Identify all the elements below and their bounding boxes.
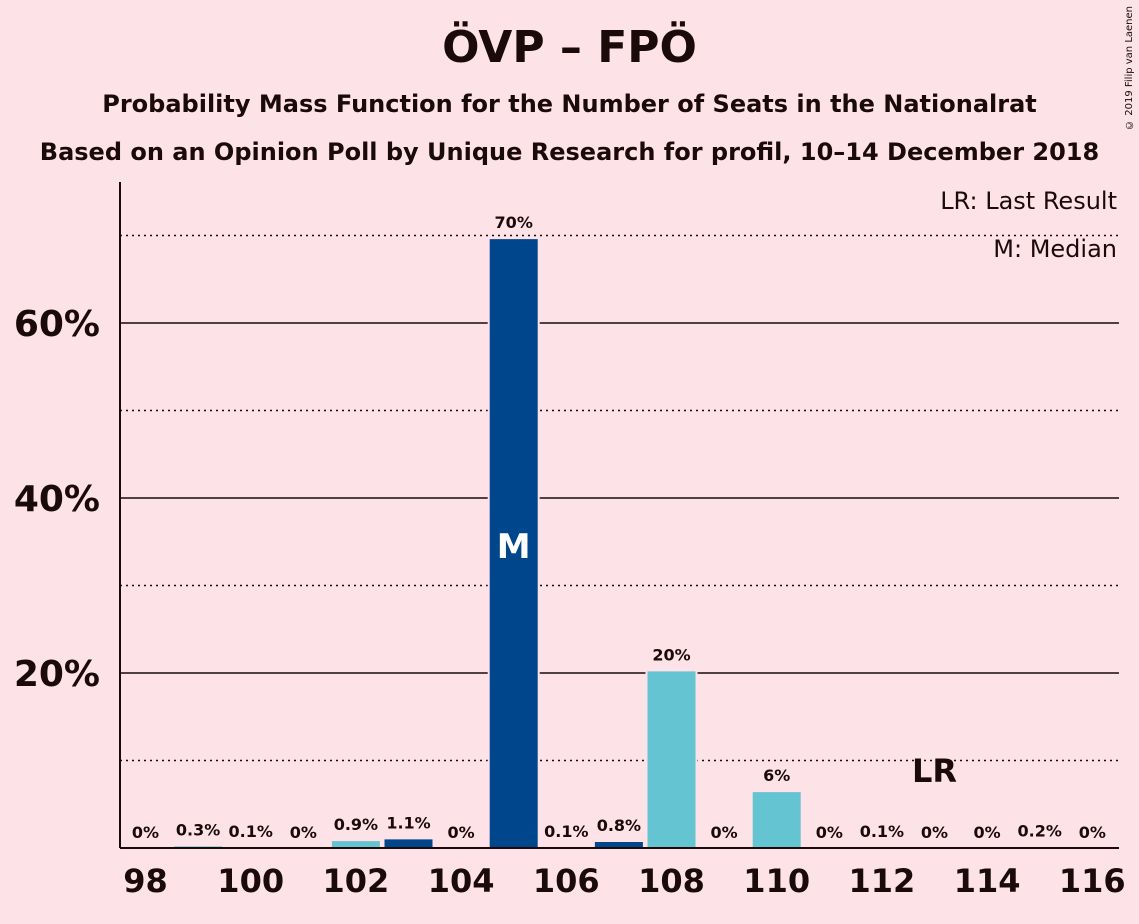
bar-value-label: 0% — [711, 823, 738, 842]
bar-value-label: 0% — [132, 823, 159, 842]
x-tick-label: 110 — [743, 862, 810, 900]
bar-value-label: 0% — [921, 823, 948, 842]
legend-last-result: LR: Last Result — [940, 187, 1117, 215]
x-tick-label: 106 — [533, 862, 600, 900]
bar-value-label: 0.2% — [1018, 821, 1062, 840]
x-tick-label: 102 — [323, 862, 390, 900]
y-tick-label: 40% — [14, 479, 100, 520]
bar — [487, 237, 540, 849]
chart-title: ÖVP – FPÖ — [442, 22, 697, 73]
bar-value-label: 1.1% — [386, 813, 430, 832]
bar-value-label: 6% — [763, 766, 790, 785]
x-tick-label: 116 — [1059, 862, 1126, 900]
chart-subtitle-2: Based on an Opinion Poll by Unique Resea… — [39, 138, 1100, 166]
x-tick-label: 108 — [638, 862, 705, 900]
x-tick-label: 104 — [428, 862, 495, 900]
legend-median: M: Median — [993, 235, 1117, 263]
bar-value-label: 0.3% — [176, 820, 220, 839]
bar-value-label: 0% — [974, 823, 1001, 842]
x-tick-label: 100 — [217, 862, 284, 900]
bar-value-label: 70% — [495, 213, 533, 232]
bar-value-label: 20% — [652, 645, 690, 664]
bar — [329, 839, 382, 849]
bar — [750, 790, 803, 849]
bar-value-label: 0% — [290, 823, 317, 842]
bar-value-label: 0% — [1079, 823, 1106, 842]
bar — [382, 837, 435, 849]
median-marker: M — [497, 527, 531, 567]
chart-subtitle-1: Probability Mass Function for the Number… — [102, 90, 1037, 118]
y-tick-label: 20% — [14, 654, 100, 695]
x-tick-label: 112 — [849, 862, 916, 900]
bar — [645, 669, 698, 849]
x-tick-label: 114 — [954, 862, 1021, 900]
bar-value-label: 0.1% — [860, 822, 904, 841]
last-result-marker: LR — [912, 752, 957, 790]
bar-value-label: 0% — [448, 823, 475, 842]
bar-value-label: 0.8% — [597, 816, 641, 835]
bar-value-label: 0.1% — [544, 822, 588, 841]
bar-value-label: 0% — [816, 823, 843, 842]
bar-value-label: 0.9% — [334, 815, 378, 834]
x-tick-label: 98 — [123, 862, 168, 900]
bar — [592, 840, 645, 849]
y-tick-label: 60% — [14, 304, 100, 345]
bar-value-label: 0.1% — [229, 822, 273, 841]
